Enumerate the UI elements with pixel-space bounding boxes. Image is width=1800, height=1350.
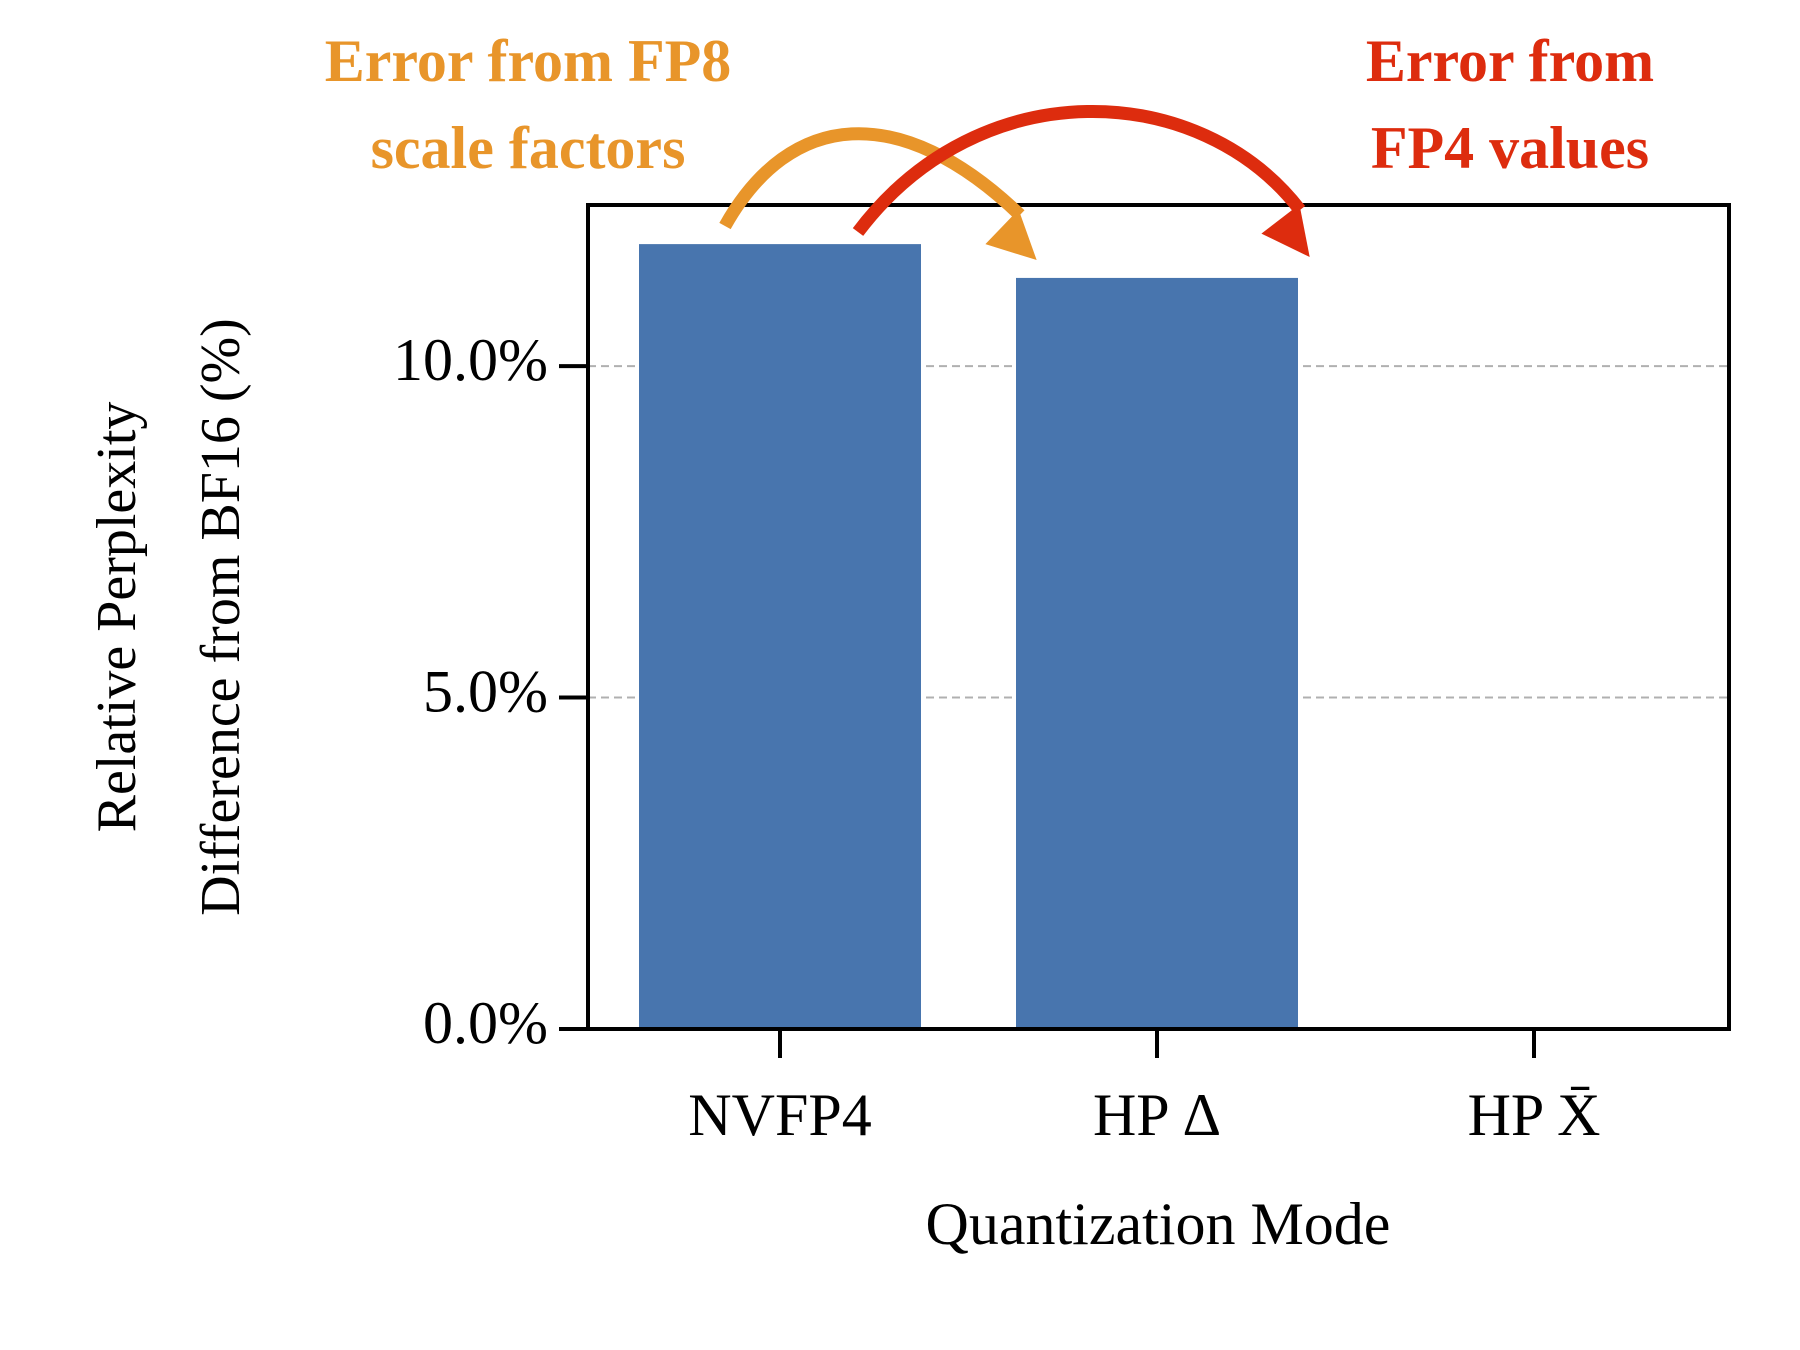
bar xyxy=(1016,277,1298,1029)
y-tick-label: 5.0% xyxy=(423,658,548,724)
y-axis-label-line: Difference from BF16 (%) xyxy=(190,318,252,916)
annotation: FP4 values xyxy=(1371,115,1649,181)
arrow xyxy=(719,127,1037,261)
annotation: scale factors xyxy=(371,115,686,181)
annotation: Error from xyxy=(1366,28,1654,94)
y-tick-label: 10.0% xyxy=(393,327,548,393)
x-tick-label: HP X̄ xyxy=(1468,1082,1601,1148)
arrow xyxy=(852,104,1310,258)
y-axis-label: Relative Perplexity Difference from BF16… xyxy=(86,318,252,916)
x-tick-label: HP Δ xyxy=(1093,1082,1221,1148)
x-tick-label: NVFP4 xyxy=(688,1082,871,1148)
x-axis-label: Quantization Mode xyxy=(926,1191,1391,1257)
plot-area xyxy=(588,244,1729,1030)
annotation: Error from FP8 xyxy=(325,28,732,94)
y-axis-label-line: Relative Perplexity xyxy=(86,402,148,833)
bar xyxy=(639,244,921,1030)
y-tick-label: 0.0% xyxy=(423,990,548,1056)
